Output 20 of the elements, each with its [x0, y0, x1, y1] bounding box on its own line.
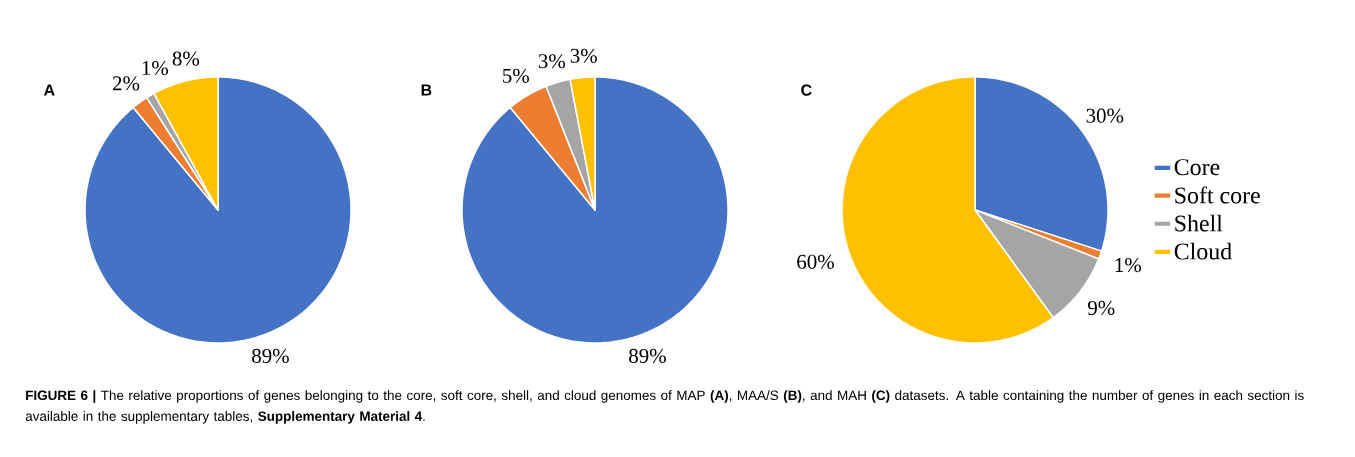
text: B — [421, 84, 432, 96]
data-label: 9% — [1087, 300, 1115, 316]
data-label: 8% — [172, 51, 200, 66]
data-label: 3% — [538, 54, 566, 69]
legend-label: Cloud — [1174, 242, 1232, 260]
data-label: 30% — [1086, 108, 1124, 123]
data-label: 89% — [629, 348, 666, 364]
legend-label: Core — [1174, 159, 1220, 176]
data-label: 1% — [142, 60, 169, 76]
data-label: 1% — [1115, 257, 1142, 273]
data-label: 89% — [252, 348, 289, 364]
data-label: 60% — [797, 254, 834, 269]
data-label: 5% — [503, 68, 529, 83]
text: A — [43, 84, 55, 96]
data-label: 2% — [112, 76, 140, 91]
chart-title: C — [801, 84, 812, 96]
data-label: 3% — [570, 48, 597, 63]
legend-label: Soft core — [1175, 186, 1260, 204]
text: FIGURE 6 | The relative proportions of genes belonging to the core, soft core, shell, and cloud genomes of MAP (A), MAA/S (B), and MAH (C) datasets. A table containing the number of genes in each section is available in the supplementary tables, Supplementary Material 4. — [25, 390, 1304, 424]
legend-label: Shell — [1175, 214, 1223, 232]
